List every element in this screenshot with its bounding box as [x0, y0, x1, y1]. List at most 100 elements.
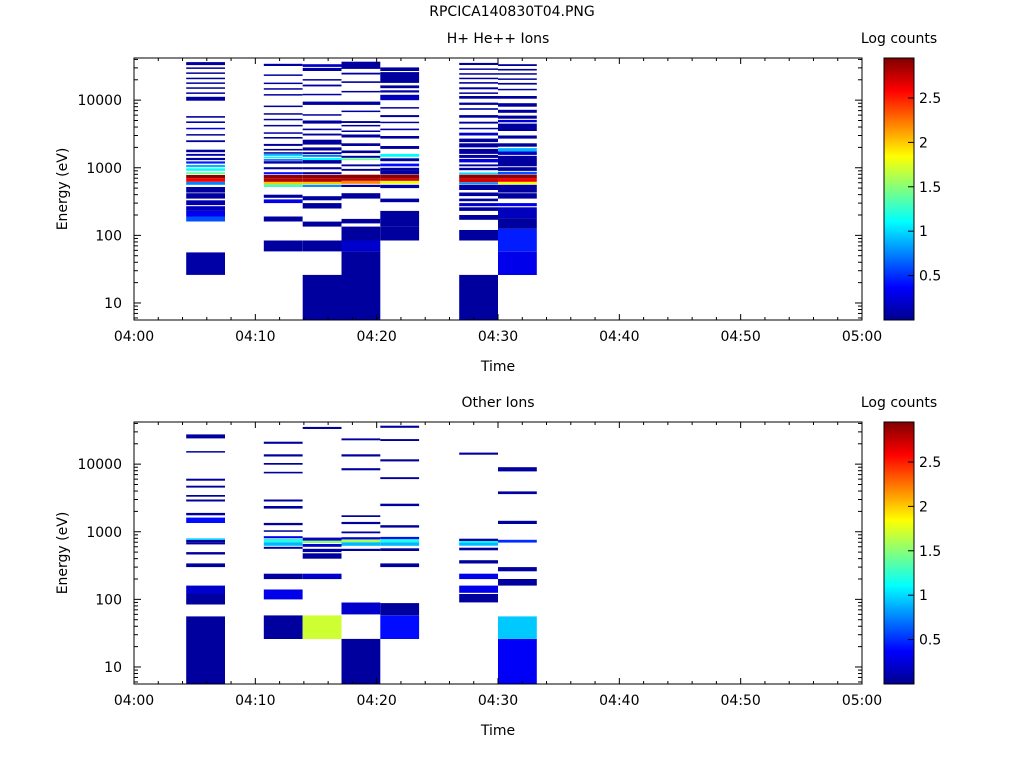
heatmap-cell: [459, 560, 498, 564]
heatmap-cell: [186, 200, 225, 206]
heatmap-cell: [263, 118, 303, 121]
heatmap-cell: [263, 132, 303, 134]
heatmap-cell: [498, 207, 537, 219]
heatmap-cell: [380, 477, 420, 480]
heatmap-cell: [302, 175, 342, 179]
heatmap-cell: [459, 452, 498, 455]
heatmap-cell: [459, 158, 498, 163]
panel-title: H+ He++ Ions: [447, 31, 550, 47]
heatmap-cell: [341, 124, 381, 127]
heatmap-cell: [341, 174, 381, 179]
heatmap-cell: [498, 184, 537, 193]
heatmap-cell: [459, 73, 498, 75]
heatmap-cell: [186, 193, 225, 199]
heatmap-cell: [186, 62, 225, 66]
heatmap-cell: [380, 603, 420, 616]
heatmap-cell: [380, 67, 420, 71]
heatmap-cell: [263, 88, 303, 90]
heatmap-cell: [186, 175, 225, 179]
heatmap-cell: [263, 178, 303, 182]
heatmap-cell: [186, 153, 225, 156]
heatmap-cell: [186, 72, 225, 74]
heatmap-cell: [498, 203, 537, 207]
heatmap-cell: [263, 94, 303, 96]
heatmap-cell: [302, 147, 342, 151]
heatmap-cell: [459, 585, 498, 593]
heatmap-cell: [186, 539, 225, 543]
heatmap-cell: [380, 180, 420, 184]
heatmap-cell: [302, 160, 342, 164]
heatmap-cell: [380, 94, 420, 101]
heatmap-cell: [498, 64, 537, 66]
heatmap-cell: [459, 62, 498, 65]
heatmap-cell: [341, 602, 381, 615]
heatmap-cell: [341, 638, 381, 684]
heatmap-cell: [186, 127, 225, 130]
heatmap-cell: [186, 538, 225, 540]
heatmap-cell: [380, 170, 420, 175]
x-tick-label: 04:20: [356, 693, 396, 709]
heatmap-cell: [459, 274, 498, 320]
heatmap-cell: [380, 146, 420, 149]
heatmap-cell: [498, 167, 537, 171]
heatmap-cell: [263, 105, 303, 108]
x-tick-label: 04:20: [356, 329, 396, 345]
heatmap-cell: [263, 454, 303, 457]
heatmap-cell: [380, 539, 420, 543]
heatmap-cell: [186, 92, 225, 94]
heatmap-cell: [186, 563, 225, 568]
heatmap-cell: [186, 172, 225, 175]
x-tick-label: 04:40: [599, 693, 639, 709]
heatmap-cell: [263, 522, 303, 526]
heatmap-cell: [498, 174, 537, 179]
heatmap-cell: [341, 61, 381, 69]
heatmap-cell: [341, 515, 381, 517]
heatmap-cell: [380, 198, 420, 203]
heatmap-cell: [459, 148, 498, 154]
colorbar-label: Log counts: [861, 395, 937, 411]
heatmap-cell: [263, 573, 303, 580]
heatmap-cell: [263, 161, 303, 164]
heatmap-cell: [459, 542, 498, 546]
heatmap-cell: [459, 541, 498, 543]
heatmap-cell: [341, 178, 381, 181]
heatmap-cell: [302, 553, 342, 559]
heatmap-cell: [341, 164, 381, 167]
heatmap-cell: [341, 101, 381, 105]
heatmap-cell: [341, 548, 381, 551]
heatmap-cell: [459, 182, 498, 185]
heatmap-cell: [459, 187, 498, 190]
heatmap-cell: [341, 155, 381, 158]
y-tick-label: 10: [104, 296, 122, 312]
heatmap-cell: [341, 521, 381, 525]
heatmap-cell: [380, 425, 420, 428]
heatmap-cell: [263, 194, 303, 198]
heatmap-cell: [341, 542, 381, 546]
heatmap-cell: [380, 548, 420, 551]
heatmap-cell: [186, 82, 225, 84]
heatmap-cell: [186, 451, 225, 453]
heatmap-cell: [263, 530, 303, 532]
colorbar-tick-label: 2: [919, 499, 928, 515]
heatmap-cell: [186, 178, 225, 182]
heatmap-cell: [263, 167, 303, 170]
heatmap-cell: [186, 485, 225, 488]
heatmap-cell: [459, 102, 498, 105]
heatmap-cell: [459, 547, 498, 551]
panel-title: Other Ions: [461, 395, 534, 411]
heatmap-cell: [263, 181, 303, 185]
heatmap-cell: [498, 616, 537, 639]
heatmap-cell: [186, 165, 225, 168]
heatmap-cell: [341, 531, 381, 534]
x-tick-label: 04:00: [114, 329, 154, 345]
x-tick-label: 05:00: [842, 329, 882, 345]
heatmap-cell: [459, 143, 498, 148]
heatmap-cell: [380, 115, 420, 118]
heatmap-cell: [263, 148, 303, 151]
heatmap-cell: [498, 123, 537, 131]
heatmap-cell: [498, 119, 537, 123]
heatmap-cell: [498, 539, 537, 543]
heatmap-cell: [186, 542, 225, 545]
heatmap-cell: [459, 172, 498, 175]
heatmap-cell: [263, 216, 303, 222]
